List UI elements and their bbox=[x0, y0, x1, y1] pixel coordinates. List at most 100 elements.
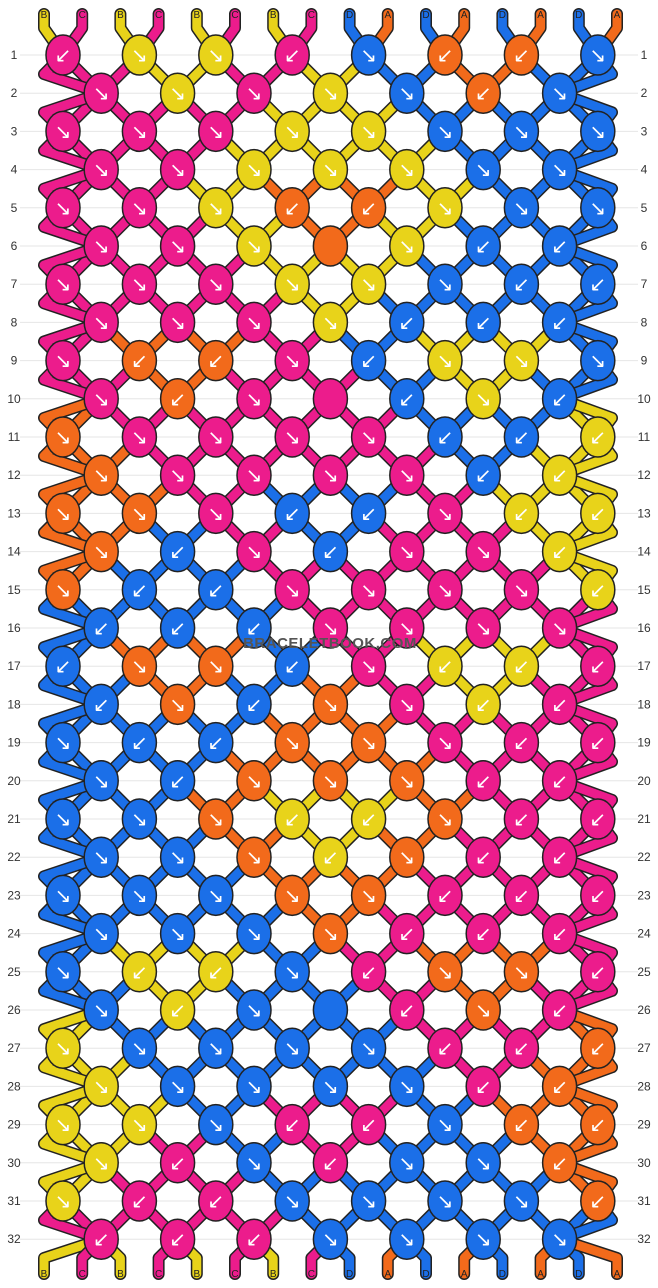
knot-ellipse bbox=[503, 951, 540, 993]
knot-arrow-icon: ↘ bbox=[55, 501, 72, 525]
knot: ↘ bbox=[350, 416, 387, 458]
row-label-right: 24 bbox=[637, 927, 651, 941]
knot-arrow-icon: ↙ bbox=[589, 578, 606, 602]
knot-arrow-icon: ↘ bbox=[284, 960, 301, 984]
knot: ↘ bbox=[83, 1065, 119, 1108]
knot: ↘ bbox=[45, 416, 81, 458]
knot-arrow-icon: ↙ bbox=[284, 1113, 301, 1137]
knot: ↙ bbox=[580, 492, 616, 535]
knot-arrow-icon: ↘ bbox=[475, 998, 492, 1022]
knot: ↘ bbox=[350, 34, 387, 76]
knot-arrow-icon: ↘ bbox=[437, 1189, 454, 1213]
knot-arrow-icon: ↙ bbox=[475, 922, 492, 946]
knot: ↙ bbox=[350, 339, 387, 382]
knot-ellipse bbox=[83, 1218, 119, 1260]
knot-arrow-icon: ↙ bbox=[437, 883, 454, 907]
knot-arrow-icon: ↙ bbox=[589, 1036, 606, 1060]
knot: ↘ bbox=[312, 454, 349, 496]
knot-ellipse bbox=[274, 1180, 310, 1222]
knot-ellipse bbox=[541, 912, 578, 955]
knot: ↙ bbox=[503, 416, 540, 458]
knot-arrow-icon: ↘ bbox=[475, 1227, 492, 1251]
knot-arrow-icon: ↘ bbox=[360, 654, 377, 678]
knot-ellipse bbox=[503, 1103, 540, 1146]
knot-arrow-icon: ↘ bbox=[246, 234, 263, 258]
row-label-left: 4 bbox=[11, 163, 18, 177]
knot-arrow-icon: ↙ bbox=[360, 349, 377, 373]
knot-arrow-icon: ↙ bbox=[398, 922, 415, 946]
knot-arrow-icon: ↘ bbox=[513, 578, 530, 602]
knot-arrow-icon: ↘ bbox=[55, 1036, 72, 1060]
knot: ↙ bbox=[580, 1027, 616, 1069]
knot: ↙ bbox=[236, 683, 272, 726]
knot-arrow-icon: ↘ bbox=[360, 425, 377, 449]
knot-arrow-icon: ↘ bbox=[513, 1189, 530, 1213]
knot-arrow-icon: ↘ bbox=[589, 43, 606, 67]
knot-ellipse bbox=[389, 1218, 425, 1260]
knot-arrow-icon: ↙ bbox=[246, 1227, 263, 1251]
knot-ellipse bbox=[350, 492, 387, 535]
top-string-label: C bbox=[155, 10, 162, 21]
knot-ellipse bbox=[274, 263, 310, 305]
knot-arrow-icon: ↙ bbox=[322, 1151, 339, 1175]
knot: ↙ bbox=[465, 454, 501, 496]
knot-ellipse bbox=[198, 798, 234, 840]
knot: ↘ bbox=[274, 951, 310, 993]
knot-ellipse bbox=[45, 569, 81, 611]
knot-ellipse bbox=[274, 110, 310, 153]
bottom-string-label: C bbox=[308, 1269, 315, 1280]
knot: ↘ bbox=[503, 1180, 540, 1222]
knot: ↘ bbox=[198, 416, 234, 458]
knot: ↙ bbox=[389, 989, 425, 1031]
knot-ellipse bbox=[121, 1180, 158, 1222]
knot-ellipse bbox=[121, 416, 158, 458]
knot-arrow-icon: ↘ bbox=[284, 349, 301, 373]
knot-arrow-icon: ↙ bbox=[551, 922, 568, 946]
knot-ellipse bbox=[312, 1065, 349, 1108]
knot-ellipse bbox=[198, 569, 234, 611]
knot: ↘ bbox=[465, 530, 501, 573]
knot-ellipse bbox=[389, 225, 425, 267]
knot-arrow-icon: ↘ bbox=[246, 922, 263, 946]
knot-ellipse bbox=[274, 1027, 310, 1069]
knot: ↙ bbox=[541, 301, 578, 344]
knot-ellipse bbox=[312, 683, 349, 726]
knot-arrow-icon: ↘ bbox=[131, 196, 148, 220]
knot-arrow-icon: ↙ bbox=[513, 43, 530, 67]
knot-arrow-icon: ↙ bbox=[131, 731, 148, 755]
knot-ellipse bbox=[465, 836, 501, 878]
knot: ↘ bbox=[427, 1103, 463, 1146]
knot-ellipse bbox=[427, 110, 463, 153]
knot-ellipse bbox=[427, 951, 463, 993]
knot: ↙ bbox=[274, 187, 310, 229]
knot: ↙ bbox=[580, 569, 616, 611]
knot-ellipse bbox=[121, 1103, 158, 1146]
knot: ↘ bbox=[236, 225, 272, 267]
knot: ↘ bbox=[274, 110, 310, 153]
knot-arrow-icon: ↘ bbox=[513, 349, 530, 373]
knot-ellipse bbox=[312, 836, 349, 878]
knot-ellipse bbox=[274, 492, 310, 535]
knot-ellipse bbox=[83, 1065, 119, 1108]
knot-ellipse bbox=[274, 798, 310, 840]
knot-arrow-icon: ↘ bbox=[169, 81, 186, 105]
knot-arrow-icon: ↙ bbox=[131, 578, 148, 602]
knot-ellipse bbox=[83, 683, 119, 726]
knot-ellipse bbox=[503, 1027, 540, 1069]
knot: ↘ bbox=[83, 836, 119, 878]
knot-arrow-icon: ↙ bbox=[551, 845, 568, 869]
top-string-label: A bbox=[614, 10, 621, 21]
knot-arrow-icon: ↘ bbox=[169, 922, 186, 946]
knot-arrow-icon: ↘ bbox=[93, 310, 110, 334]
knot-ellipse bbox=[465, 1065, 501, 1108]
knot: ↘ bbox=[236, 1065, 272, 1108]
knot-ellipse bbox=[274, 339, 310, 382]
knot-ellipse bbox=[427, 798, 463, 840]
knot-arrow-icon: ↙ bbox=[55, 654, 72, 678]
knot-arrow-icon: ↘ bbox=[551, 616, 568, 640]
knot-arrow-icon: ↘ bbox=[55, 731, 72, 755]
knot-ellipse bbox=[198, 34, 234, 76]
knot-arrow-icon: ↘ bbox=[55, 578, 72, 602]
knot-ellipse bbox=[580, 416, 616, 458]
knot-arrow-icon: ↙ bbox=[513, 272, 530, 296]
